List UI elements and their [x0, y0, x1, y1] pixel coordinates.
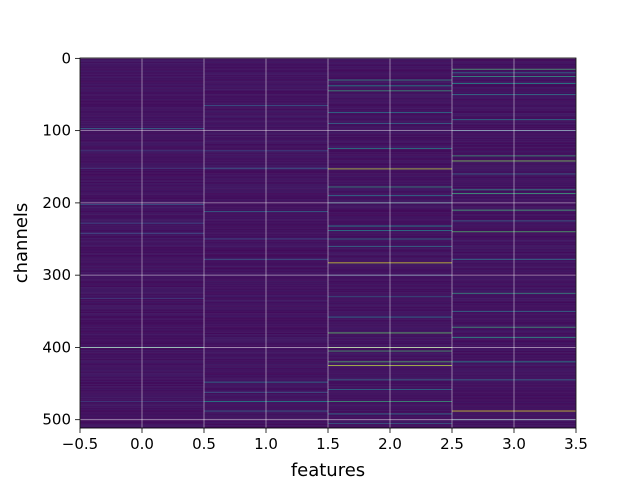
y-tick-label: 200	[42, 194, 71, 212]
y-tick-label: 400	[42, 338, 71, 356]
x-tick-label: 1.0	[254, 435, 278, 453]
x-axis-label: features	[291, 460, 365, 480]
x-tick-label: 2.0	[378, 435, 402, 453]
x-tick-label: 3.0	[502, 435, 526, 453]
y-axis: 0 100 200 300 400 500	[42, 49, 80, 429]
x-tick-label: 1.5	[316, 435, 340, 453]
x-tick-label: 2.5	[440, 435, 464, 453]
y-axis-label: channels	[11, 203, 32, 284]
x-tick-label: 0.0	[130, 435, 154, 453]
x-tick-label: 3.5	[564, 435, 588, 453]
y-tick-label: 300	[42, 266, 71, 284]
y-tick-label: 0	[61, 49, 71, 67]
y-tick-label: 100	[42, 122, 71, 140]
y-tick-label: 500	[42, 411, 71, 429]
x-axis: −0.5 0.0 0.5 1.0 1.5 2.0 2.5 3.0 3.5	[62, 428, 588, 453]
x-tick-label: 0.5	[192, 435, 216, 453]
x-tick-label: −0.5	[62, 435, 98, 453]
